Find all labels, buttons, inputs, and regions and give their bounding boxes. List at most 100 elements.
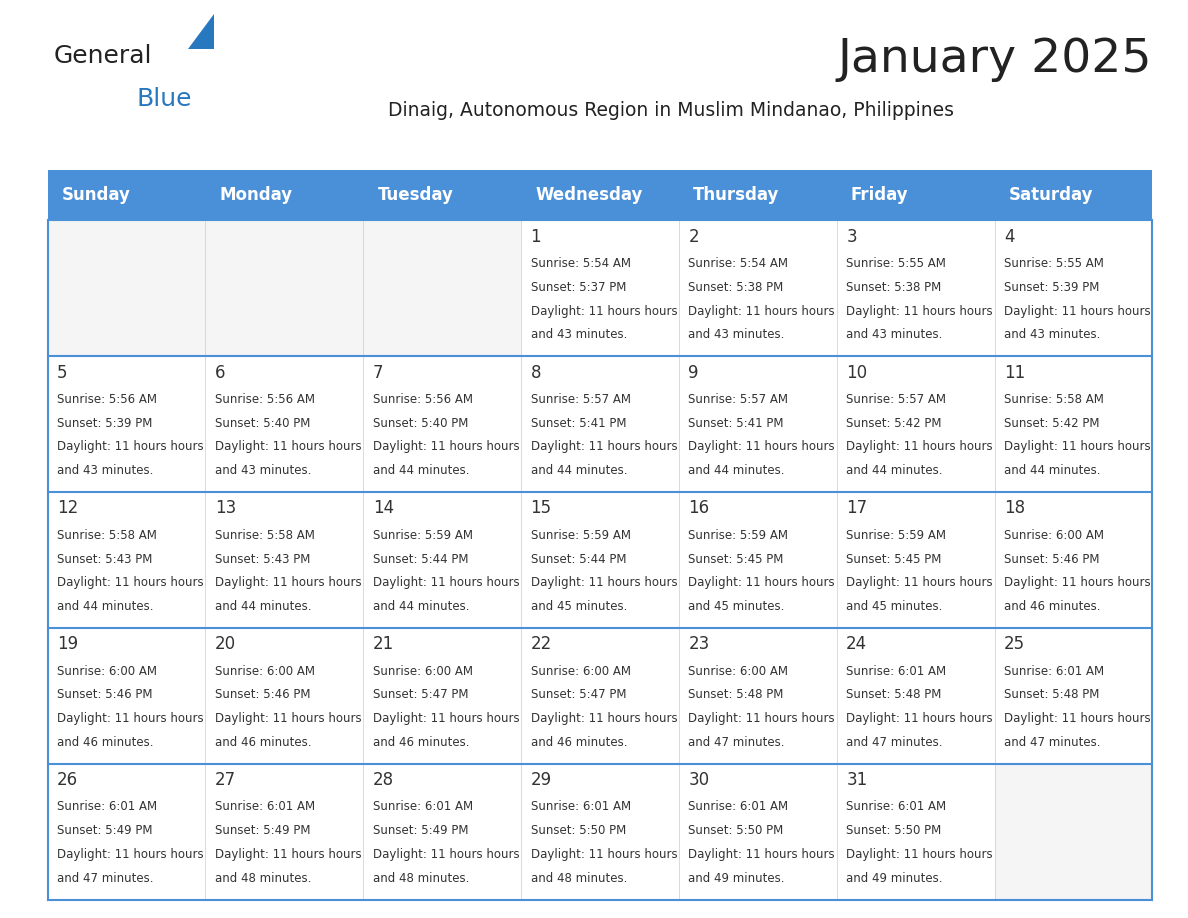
- Text: and 45 minutes.: and 45 minutes.: [846, 600, 942, 613]
- Text: and 46 minutes.: and 46 minutes.: [215, 736, 311, 749]
- Text: and 48 minutes.: and 48 minutes.: [531, 872, 627, 885]
- Text: and 43 minutes.: and 43 minutes.: [846, 329, 942, 341]
- Text: 3: 3: [846, 228, 857, 246]
- Text: Sunset: 5:39 PM: Sunset: 5:39 PM: [1004, 281, 1099, 294]
- Polygon shape: [188, 14, 214, 49]
- Text: and 44 minutes.: and 44 minutes.: [57, 600, 153, 613]
- Text: Daylight: 11 hours hours: Daylight: 11 hours hours: [846, 305, 993, 318]
- Text: Sunset: 5:48 PM: Sunset: 5:48 PM: [846, 688, 942, 701]
- Bar: [836, 764, 994, 900]
- Text: Daylight: 11 hours hours: Daylight: 11 hours hours: [57, 577, 203, 589]
- Text: Daylight: 11 hours hours: Daylight: 11 hours hours: [373, 441, 519, 453]
- Text: Sunrise: 6:00 AM: Sunrise: 6:00 AM: [688, 665, 789, 677]
- Text: Sunset: 5:41 PM: Sunset: 5:41 PM: [531, 417, 626, 430]
- Text: 21: 21: [373, 635, 394, 654]
- Text: Sunrise: 5:59 AM: Sunrise: 5:59 AM: [531, 529, 631, 542]
- Text: 26: 26: [57, 771, 78, 789]
- Text: 12: 12: [57, 499, 78, 518]
- Bar: [522, 628, 678, 764]
- Text: Daylight: 11 hours hours: Daylight: 11 hours hours: [531, 441, 677, 453]
- Text: Sunset: 5:40 PM: Sunset: 5:40 PM: [373, 417, 468, 430]
- Text: Daylight: 11 hours hours: Daylight: 11 hours hours: [846, 577, 993, 589]
- Text: and 44 minutes.: and 44 minutes.: [373, 600, 469, 613]
- Text: 2: 2: [688, 228, 699, 246]
- Text: and 44 minutes.: and 44 minutes.: [373, 465, 469, 477]
- Text: Sunrise: 5:59 AM: Sunrise: 5:59 AM: [373, 529, 473, 542]
- Text: and 46 minutes.: and 46 minutes.: [1004, 600, 1100, 613]
- Text: Sunset: 5:38 PM: Sunset: 5:38 PM: [846, 281, 941, 294]
- Text: 24: 24: [846, 635, 867, 654]
- Bar: [678, 764, 836, 900]
- Text: Daylight: 11 hours hours: Daylight: 11 hours hours: [1004, 441, 1151, 453]
- Text: 27: 27: [215, 771, 236, 789]
- Bar: [364, 356, 522, 492]
- Text: 6: 6: [215, 364, 226, 382]
- Text: 15: 15: [531, 499, 551, 518]
- Text: General: General: [53, 44, 152, 68]
- Text: Sunset: 5:50 PM: Sunset: 5:50 PM: [688, 824, 784, 837]
- Bar: [678, 492, 836, 628]
- Text: January 2025: January 2025: [838, 37, 1152, 82]
- Text: 22: 22: [531, 635, 551, 654]
- Text: and 44 minutes.: and 44 minutes.: [531, 465, 627, 477]
- Text: 19: 19: [57, 635, 78, 654]
- Text: 7: 7: [373, 364, 384, 382]
- Bar: [994, 356, 1152, 492]
- Text: Sunrise: 6:01 AM: Sunrise: 6:01 AM: [688, 800, 789, 813]
- Text: Sunset: 5:42 PM: Sunset: 5:42 PM: [846, 417, 942, 430]
- Text: Monday: Monday: [220, 186, 292, 204]
- Text: Blue: Blue: [137, 87, 192, 111]
- Text: Sunrise: 5:57 AM: Sunrise: 5:57 AM: [688, 393, 789, 406]
- Text: Daylight: 11 hours hours: Daylight: 11 hours hours: [215, 848, 361, 861]
- Bar: [206, 220, 364, 356]
- Text: Daylight: 11 hours hours: Daylight: 11 hours hours: [531, 577, 677, 589]
- Bar: [836, 356, 994, 492]
- Text: Sunset: 5:44 PM: Sunset: 5:44 PM: [373, 553, 468, 565]
- Text: Sunrise: 6:01 AM: Sunrise: 6:01 AM: [846, 665, 947, 677]
- Text: and 44 minutes.: and 44 minutes.: [846, 465, 943, 477]
- Text: Tuesday: Tuesday: [378, 186, 454, 204]
- Bar: [678, 220, 836, 356]
- Text: 16: 16: [688, 499, 709, 518]
- Text: Sunrise: 5:58 AM: Sunrise: 5:58 AM: [57, 529, 157, 542]
- Text: and 43 minutes.: and 43 minutes.: [531, 329, 627, 341]
- Text: and 43 minutes.: and 43 minutes.: [1004, 329, 1100, 341]
- Text: Sunrise: 5:58 AM: Sunrise: 5:58 AM: [215, 529, 315, 542]
- Text: 28: 28: [373, 771, 393, 789]
- Bar: [522, 220, 678, 356]
- Bar: [48, 170, 1152, 220]
- Bar: [206, 492, 364, 628]
- Text: Sunset: 5:50 PM: Sunset: 5:50 PM: [846, 824, 941, 837]
- Text: Sunset: 5:45 PM: Sunset: 5:45 PM: [688, 553, 784, 565]
- Text: Sunrise: 6:01 AM: Sunrise: 6:01 AM: [373, 800, 473, 813]
- Text: and 46 minutes.: and 46 minutes.: [373, 736, 469, 749]
- Text: Dinaig, Autonomous Region in Muslim Mindanao, Philippines: Dinaig, Autonomous Region in Muslim Mind…: [388, 101, 954, 120]
- Text: Daylight: 11 hours hours: Daylight: 11 hours hours: [1004, 305, 1151, 318]
- Bar: [206, 764, 364, 900]
- Text: Sunrise: 5:54 AM: Sunrise: 5:54 AM: [531, 257, 631, 270]
- Text: Sunrise: 6:01 AM: Sunrise: 6:01 AM: [1004, 665, 1104, 677]
- Text: Wednesday: Wednesday: [536, 186, 643, 204]
- Text: Sunset: 5:46 PM: Sunset: 5:46 PM: [1004, 553, 1100, 565]
- Text: Daylight: 11 hours hours: Daylight: 11 hours hours: [846, 441, 993, 453]
- Text: Daylight: 11 hours hours: Daylight: 11 hours hours: [688, 712, 835, 725]
- Text: 30: 30: [688, 771, 709, 789]
- Text: Daylight: 11 hours hours: Daylight: 11 hours hours: [531, 305, 677, 318]
- Bar: [522, 356, 678, 492]
- Text: Sunset: 5:38 PM: Sunset: 5:38 PM: [688, 281, 784, 294]
- Text: Sunrise: 6:00 AM: Sunrise: 6:00 AM: [531, 665, 631, 677]
- Text: Daylight: 11 hours hours: Daylight: 11 hours hours: [373, 577, 519, 589]
- Bar: [836, 628, 994, 764]
- Text: 17: 17: [846, 499, 867, 518]
- Text: Sunset: 5:42 PM: Sunset: 5:42 PM: [1004, 417, 1100, 430]
- Text: and 44 minutes.: and 44 minutes.: [688, 465, 785, 477]
- Text: 4: 4: [1004, 228, 1015, 246]
- Text: Sunrise: 5:58 AM: Sunrise: 5:58 AM: [1004, 393, 1104, 406]
- Text: Sunset: 5:43 PM: Sunset: 5:43 PM: [215, 553, 310, 565]
- Text: Sunset: 5:45 PM: Sunset: 5:45 PM: [846, 553, 942, 565]
- Text: Sunset: 5:49 PM: Sunset: 5:49 PM: [215, 824, 310, 837]
- Bar: [994, 764, 1152, 900]
- Text: Daylight: 11 hours hours: Daylight: 11 hours hours: [688, 848, 835, 861]
- Bar: [364, 628, 522, 764]
- Text: and 46 minutes.: and 46 minutes.: [531, 736, 627, 749]
